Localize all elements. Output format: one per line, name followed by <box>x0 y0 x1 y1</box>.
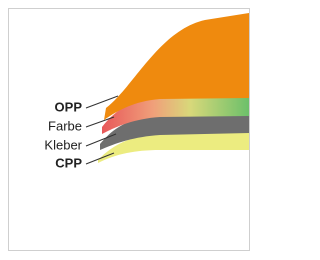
layer-diagram: OPP Farbe Kleber CPP <box>0 0 259 260</box>
layer-label: Kleber <box>44 137 82 152</box>
layer-label: OPP <box>55 99 83 114</box>
page: OPP Farbe Kleber CPP (() => { const data… <box>0 0 259 260</box>
leader-line <box>86 153 114 164</box>
layer-label: Farbe <box>48 118 82 133</box>
layer-label: CPP <box>55 155 82 170</box>
